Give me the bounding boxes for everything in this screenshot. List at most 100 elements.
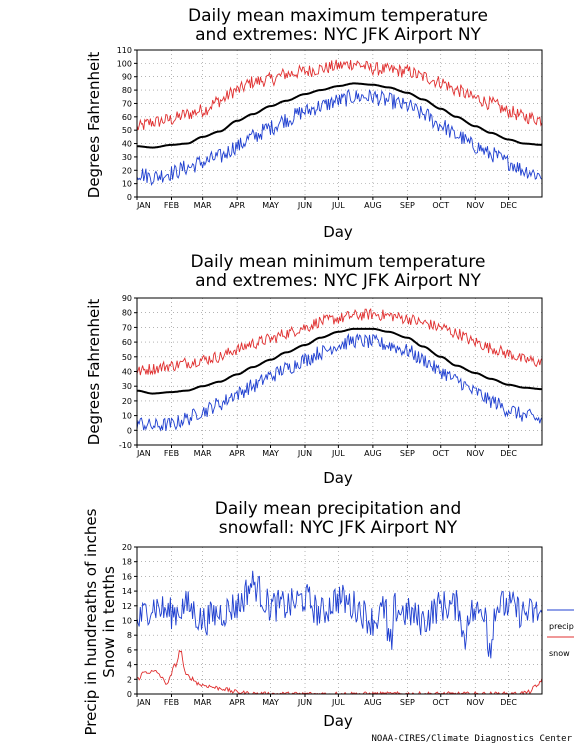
max-temperature-chart: Daily mean maximum temperature and extre… bbox=[85, 6, 543, 241]
x-axis-label: Day bbox=[323, 712, 353, 730]
series-line-precip bbox=[136, 570, 543, 659]
y-tick-label: 80 bbox=[122, 86, 132, 95]
plot-frame bbox=[136, 49, 543, 198]
y-axis-label-line1: Precip in hundreaths of inches bbox=[82, 508, 100, 735]
y-tick-label: 110 bbox=[117, 46, 132, 55]
y-tick-label: 30 bbox=[122, 153, 132, 162]
x-tick-label: AUG bbox=[364, 449, 382, 458]
chart-title-line1: Daily mean maximum temperature bbox=[188, 6, 488, 26]
y-axis-label-line2: Snow in tenths bbox=[100, 566, 118, 678]
x-tick-label: APR bbox=[229, 201, 245, 210]
min-temperature-chart: Daily mean minimum temperature and extre… bbox=[85, 252, 543, 487]
y-tick-label: 4 bbox=[127, 661, 132, 670]
x-tick-label: JUN bbox=[297, 698, 312, 707]
series-line-mean bbox=[137, 82, 542, 149]
y-tick-label: 0 bbox=[127, 426, 132, 435]
y-tick-label: 30 bbox=[122, 382, 132, 391]
x-tick-label: APR bbox=[229, 698, 245, 707]
y-tick-label: 0 bbox=[127, 690, 132, 699]
y-tick-label: 40 bbox=[122, 140, 132, 149]
axis-ticks: 0 2 4 6 8 10 12 14 16 18 20 JAN FEB MAR APR MAY JUN JUL AU… bbox=[122, 543, 518, 707]
y-tick-label: 12 bbox=[122, 602, 132, 611]
y-tick-label: 20 bbox=[122, 166, 132, 175]
x-tick-label: DEC bbox=[500, 698, 517, 707]
chart-title-line1: Daily mean precipitation and bbox=[215, 499, 462, 519]
x-tick-label: JUN bbox=[297, 201, 312, 210]
x-tick-label: MAR bbox=[194, 201, 212, 210]
y-tick-label: 80 bbox=[122, 309, 132, 318]
series-line-low bbox=[136, 333, 543, 432]
series-lines bbox=[136, 307, 543, 432]
y-tick-label: 16 bbox=[122, 572, 132, 581]
y-tick-label: 60 bbox=[122, 338, 132, 347]
y-tick-label: 70 bbox=[122, 99, 132, 108]
x-tick-label: OCT bbox=[432, 698, 449, 707]
x-tick-label: JUL bbox=[331, 201, 345, 210]
y-tick-label: 40 bbox=[122, 368, 132, 377]
x-tick-label: AUG bbox=[364, 698, 382, 707]
x-tick-label: SEP bbox=[400, 201, 415, 210]
x-tick-label: OCT bbox=[432, 201, 449, 210]
axis-ticks: -10 0 10 20 30 40 50 60 70 80 90 JAN FEB MAR APR MAY JUN… bbox=[119, 294, 518, 458]
series-line-mean bbox=[136, 327, 542, 395]
y-tick-label: 90 bbox=[122, 294, 132, 303]
x-tick-label: DEC bbox=[500, 449, 517, 458]
legend-precip-label: precip bbox=[549, 622, 574, 631]
y-tick-label: -10 bbox=[119, 441, 132, 450]
y-tick-label: 14 bbox=[122, 587, 132, 596]
x-tick-label: JAN bbox=[136, 449, 151, 458]
x-axis-label: Day bbox=[323, 469, 353, 487]
precipitation-chart: Daily mean precipitation and snowfall: N… bbox=[82, 499, 574, 735]
x-tick-label: JUL bbox=[331, 698, 345, 707]
x-tick-label: FEB bbox=[164, 698, 179, 707]
x-tick-label: FEB bbox=[164, 201, 179, 210]
legend-snow-label: snow bbox=[549, 649, 570, 658]
x-tick-label: SEP bbox=[400, 449, 415, 458]
x-tick-label: DEC bbox=[500, 201, 517, 210]
axis-ticks: 0 10 20 30 40 50 60 70 80 90 100 110 JAN FEB MAR APR MAY… bbox=[117, 46, 518, 210]
chart-title-line2: and extremes: NYC JFK Airport NY bbox=[195, 25, 481, 45]
series-lines bbox=[136, 570, 543, 696]
legend: precip snow bbox=[547, 609, 574, 658]
y-tick-label: 50 bbox=[122, 126, 132, 135]
y-tick-label: 60 bbox=[122, 113, 132, 122]
credit-text: NOAA-CIRES/Climate Diagnostics Center bbox=[372, 734, 573, 744]
y-tick-label: 10 bbox=[122, 412, 132, 421]
x-tick-label: OCT bbox=[432, 449, 449, 458]
y-tick-label: 50 bbox=[122, 353, 132, 362]
y-tick-label: 20 bbox=[122, 543, 132, 552]
x-tick-label: MAR bbox=[194, 449, 212, 458]
series-line-snow bbox=[136, 649, 543, 696]
x-tick-label: MAY bbox=[262, 449, 279, 458]
y-axis-label: Degrees Fahrenheit bbox=[85, 52, 103, 199]
y-tick-label: 100 bbox=[117, 59, 132, 68]
chart-title-line2: and extremes: NYC JFK Airport NY bbox=[195, 271, 481, 291]
grid-lines bbox=[137, 547, 542, 694]
x-tick-label: NOV bbox=[466, 449, 484, 458]
x-tick-label: MAY bbox=[262, 201, 279, 210]
x-tick-label: MAR bbox=[194, 698, 212, 707]
x-tick-label: NOV bbox=[466, 201, 484, 210]
x-axis-label: Day bbox=[323, 223, 353, 241]
chart-title-line1: Daily mean minimum temperature bbox=[191, 252, 486, 272]
x-tick-label: JAN bbox=[136, 698, 151, 707]
series-lines bbox=[136, 59, 543, 187]
y-tick-label: 10 bbox=[122, 617, 132, 626]
y-tick-label: 20 bbox=[122, 397, 132, 406]
y-tick-label: 6 bbox=[127, 646, 132, 655]
y-tick-label: 2 bbox=[127, 675, 132, 684]
y-tick-label: 0 bbox=[127, 193, 132, 202]
chart-title-line2: snowfall: NYC JFK Airport NY bbox=[219, 518, 458, 538]
series-line-high bbox=[136, 59, 543, 131]
x-tick-label: SEP bbox=[400, 698, 415, 707]
x-tick-label: NOV bbox=[466, 698, 484, 707]
y-tick-label: 8 bbox=[127, 631, 132, 640]
x-tick-label: JAN bbox=[136, 201, 151, 210]
y-tick-label: 10 bbox=[122, 180, 132, 189]
x-tick-label: JUL bbox=[331, 449, 345, 458]
y-tick-label: 90 bbox=[122, 73, 132, 82]
x-tick-label: FEB bbox=[164, 449, 179, 458]
grid-lines bbox=[137, 50, 542, 197]
x-tick-label: MAY bbox=[262, 698, 279, 707]
